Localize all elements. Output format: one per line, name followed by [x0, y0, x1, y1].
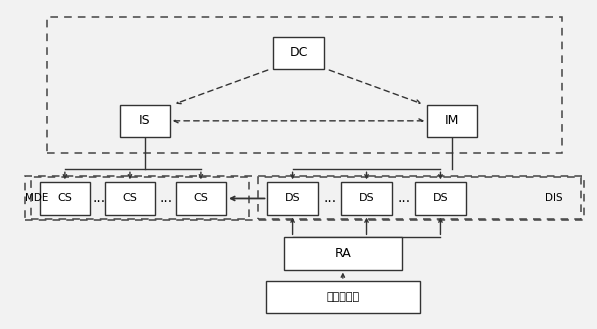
Text: ...: ...	[398, 191, 411, 206]
Bar	[105, 182, 155, 215]
Bar	[341, 182, 392, 215]
Bar	[416, 182, 466, 215]
Text: ...: ...	[159, 191, 173, 206]
Bar	[266, 281, 420, 313]
Text: DIS: DIS	[545, 193, 563, 203]
Bar	[40, 182, 90, 215]
Bar	[119, 105, 170, 137]
Text: MDE: MDE	[26, 193, 49, 203]
Text: IS: IS	[139, 114, 150, 127]
Text: ...: ...	[324, 191, 337, 206]
Bar	[427, 105, 478, 137]
Text: DS: DS	[359, 193, 374, 203]
Text: CS: CS	[193, 193, 208, 203]
Bar	[267, 182, 318, 215]
Bar	[259, 177, 581, 218]
Text: CS: CS	[57, 193, 72, 203]
Bar	[47, 17, 562, 153]
Text: ...: ...	[92, 191, 105, 206]
Text: RA: RA	[334, 247, 351, 260]
Bar	[284, 237, 402, 270]
Bar	[31, 177, 249, 218]
Text: DS: DS	[285, 193, 300, 203]
Text: 外部数据源: 外部数据源	[327, 292, 359, 302]
Text: DS: DS	[433, 193, 448, 203]
Bar	[25, 176, 584, 220]
Bar	[273, 37, 324, 69]
Text: DC: DC	[290, 46, 307, 60]
Bar	[176, 182, 226, 215]
Text: CS: CS	[122, 193, 137, 203]
Text: IM: IM	[445, 114, 460, 127]
